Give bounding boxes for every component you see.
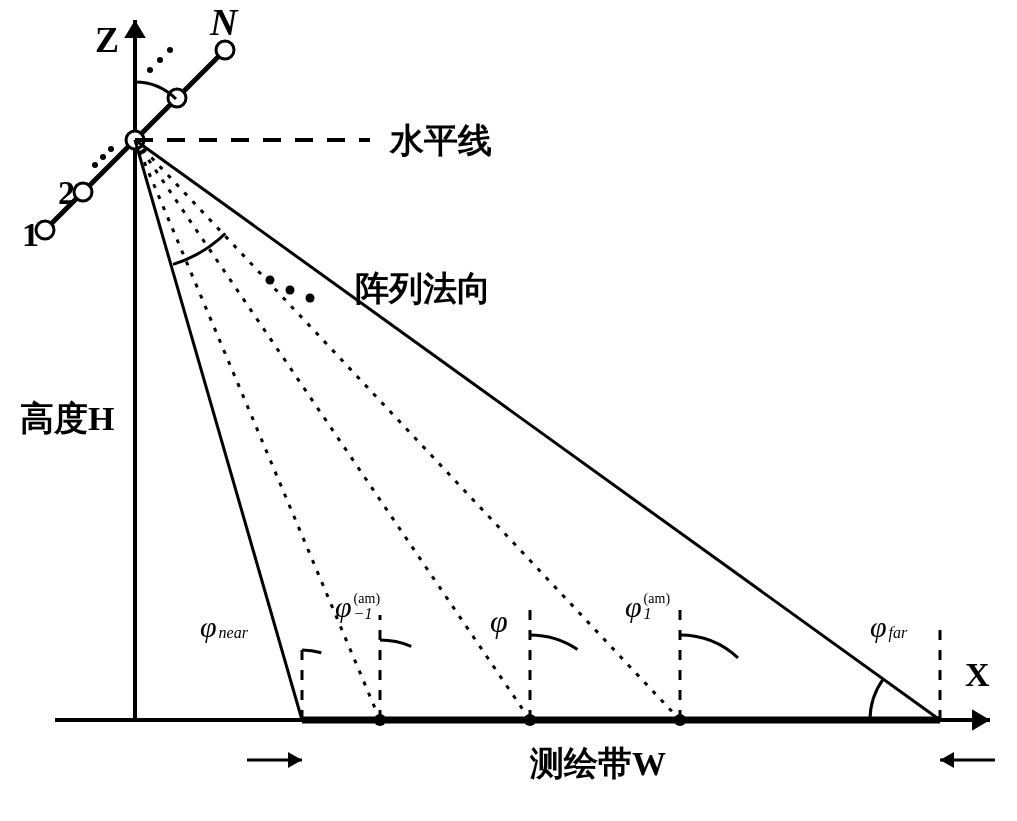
svg-line-19 [135, 140, 940, 720]
svg-point-21 [286, 286, 295, 295]
svg-line-17 [135, 140, 530, 720]
svg-point-20 [266, 276, 275, 285]
svg-point-6 [168, 89, 186, 107]
svg-point-12 [100, 154, 106, 160]
svg-point-8 [147, 67, 153, 73]
svg-point-11 [92, 162, 98, 168]
svg-point-13 [108, 146, 114, 152]
svg-point-22 [306, 294, 315, 303]
svg-point-4 [74, 183, 92, 201]
svg-point-10 [167, 47, 173, 53]
svg-point-9 [157, 57, 163, 63]
